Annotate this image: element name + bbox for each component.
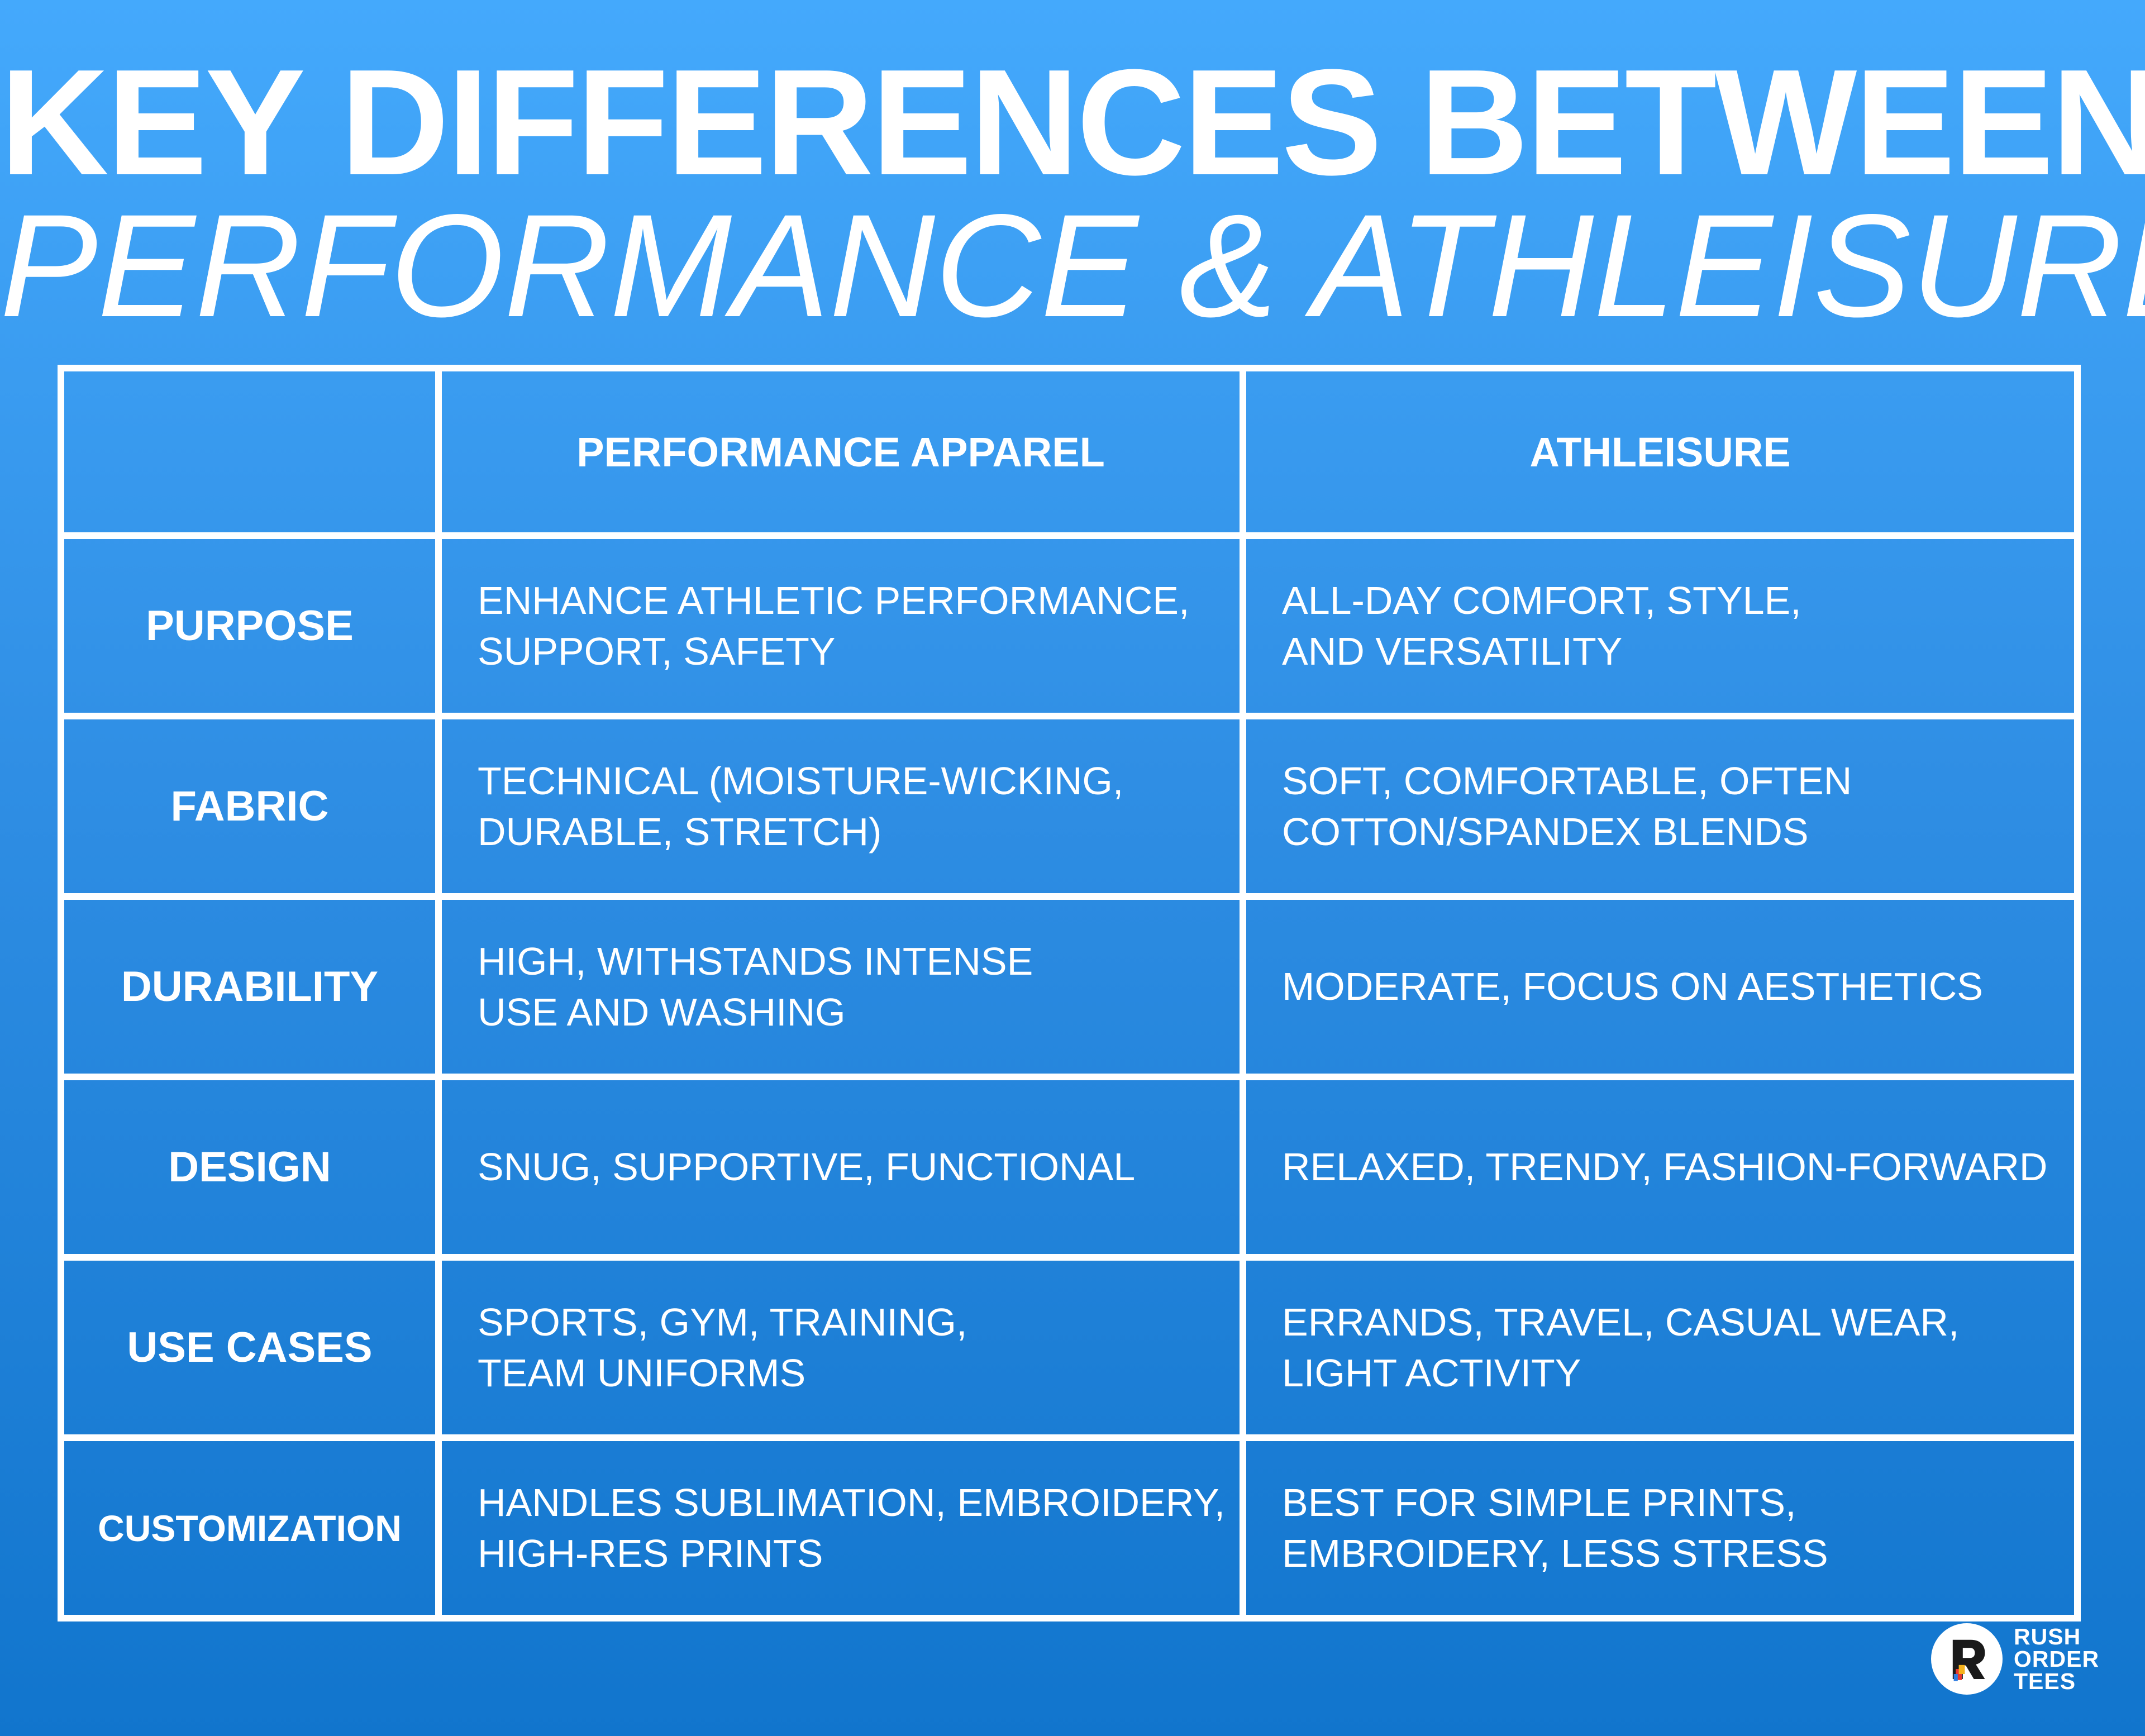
rush-order-tees-r-logo-icon — [1931, 1623, 2003, 1695]
brand-logo: RUSH ORDER TEES — [1931, 1620, 2099, 1698]
logo-line-3: TEES — [2014, 1668, 2076, 1695]
row-label-fabric: FABRIC — [58, 713, 442, 900]
comparison-table: PERFORMANCE APPAREL ATHLEISURE PURPOSE E… — [58, 365, 2081, 1621]
cell-athleisure-durability: MODERATE, FOCUS ON AESTHETICS — [1240, 893, 2081, 1080]
logo-line-1: RUSH — [2014, 1623, 2081, 1649]
row-label-use-cases: USE CASES — [58, 1254, 442, 1441]
table-row: DESIGN SNUG, SUPPORTIVE, FUNCTIONAL RELA… — [58, 1074, 2081, 1261]
logo-wordmark: RUSH ORDER TEES — [2014, 1625, 2099, 1693]
header-corner-cell — [58, 365, 442, 539]
title-line-1: KEY DIFFERENCES BETWEEN — [0, 39, 2145, 207]
cell-performance-purpose: ENHANCE ATHLETIC PERFORMANCE, SUPPORT, S… — [435, 532, 1246, 719]
row-label-purpose: PURPOSE — [58, 532, 442, 719]
cell-performance-design: SNUG, SUPPORTIVE, FUNCTIONAL — [435, 1074, 1246, 1261]
cell-performance-customization: HANDLES SUBLIMATION, EMBROIDERY, HIGH-RE… — [435, 1434, 1246, 1621]
cell-performance-use-cases: SPORTS, GYM, TRAINING, TEAM UNIFORMS — [435, 1254, 1246, 1441]
row-label-design: DESIGN — [58, 1074, 442, 1261]
header-row: PERFORMANCE APPAREL ATHLEISURE — [58, 365, 2081, 539]
cell-performance-durability: HIGH, WITHSTANDS INTENSE USE AND WASHING — [435, 893, 1246, 1080]
logo-line-2: ORDER — [2014, 1646, 2100, 1672]
table-row: USE CASES SPORTS, GYM, TRAINING, TEAM UN… — [58, 1254, 2081, 1441]
header-athleisure: ATHLEISURE — [1240, 365, 2081, 539]
cell-performance-fabric: TECHNICAL (MOISTURE-WICKING, DURABLE, ST… — [435, 713, 1246, 900]
title-line-2: PERFORMANCE & ATHLEISURE — [0, 184, 2145, 347]
header-performance-apparel: PERFORMANCE APPAREL — [435, 365, 1246, 539]
cell-athleisure-purpose: ALL-DAY COMFORT, STYLE, AND VERSATILITY — [1240, 532, 2081, 719]
table-row: PURPOSE ENHANCE ATHLETIC PERFORMANCE, SU… — [58, 532, 2081, 719]
row-label-durability: DURABILITY — [58, 893, 442, 1080]
cell-athleisure-customization: BEST FOR SIMPLE PRINTS, EMBROIDERY, LESS… — [1240, 1434, 2081, 1621]
table-row: FABRIC TECHNICAL (MOISTURE-WICKING, DURA… — [58, 713, 2081, 900]
cell-athleisure-fabric: SOFT, COMFORTABLE, OFTEN COTTON/SPANDEX … — [1240, 713, 2081, 900]
table-row: CUSTOMIZATION HANDLES SUBLIMATION, EMBRO… — [58, 1434, 2081, 1621]
row-label-customization: CUSTOMIZATION — [58, 1434, 442, 1621]
cell-athleisure-design: RELAXED, TRENDY, FASHION-FORWARD — [1240, 1074, 2081, 1261]
cell-athleisure-use-cases: ERRANDS, TRAVEL, CASUAL WEAR, LIGHT ACTI… — [1240, 1254, 2081, 1441]
table-row: DURABILITY HIGH, WITHSTANDS INTENSE USE … — [58, 893, 2081, 1080]
